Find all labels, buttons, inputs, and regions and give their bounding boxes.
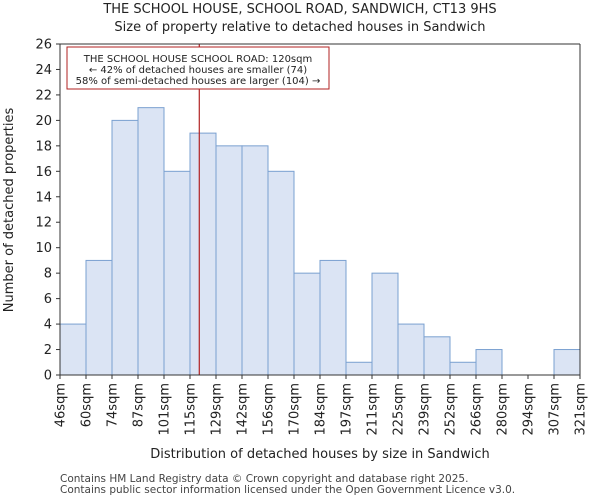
footer-copyright: Contains HM Land Registry data © Crown c… (60, 473, 469, 485)
x-tick-label: 307sqm (548, 383, 563, 436)
x-tick-label: 156sqm (262, 383, 277, 436)
bars-group (59, 107, 581, 376)
y-axis-label: Number of detached properties (2, 108, 17, 313)
chart-title: THE SCHOOL HOUSE, SCHOOL ROAD, SANDWICH,… (103, 2, 497, 17)
x-tick-label: 74sqm (106, 383, 121, 427)
x-tick-label: 280sqm (496, 383, 511, 436)
bar-197sqm (345, 361, 373, 376)
chart-subtitle: Size of property relative to detached ho… (114, 20, 486, 35)
bar-156sqm (267, 170, 295, 376)
x-tick-label: 87sqm (132, 383, 147, 427)
bar-142sqm (241, 145, 269, 376)
annotation-line-2: ← 42% of detached houses are smaller (74… (89, 65, 307, 76)
y-tick-label: 24 (35, 63, 52, 78)
bar-252sqm (449, 361, 477, 376)
x-axis-label: Distribution of detached houses by size … (150, 447, 490, 462)
bar-87sqm (137, 107, 165, 376)
annotation-line-3: 58% of semi-detached houses are larger (… (76, 76, 321, 87)
annotation-line-1: THE SCHOOL HOUSE SCHOOL ROAD: 120sqm (83, 54, 312, 65)
x-tick-label: 211sqm (366, 383, 381, 436)
x-tick-label: 239sqm (418, 383, 433, 436)
x-tick-label: 129sqm (210, 383, 225, 436)
bar-170sqm (293, 272, 321, 376)
bar-115sqm (189, 132, 217, 376)
bar-101sqm (163, 170, 191, 376)
footer-licence: Contains public sector information licen… (60, 484, 516, 496)
x-tick-label: 142sqm (236, 383, 251, 436)
y-tick-label: 10 (35, 241, 52, 256)
bar-307sqm (553, 349, 581, 376)
x-tick-label: 266sqm (470, 383, 485, 436)
x-tick-label: 294sqm (522, 383, 537, 436)
bar-74sqm (111, 119, 139, 376)
bar-266sqm (475, 349, 503, 376)
x-ticks-group: 46sqm 60sqm 74sqm 87sqm 101sqm 115sqm 129sqm 14… (54, 375, 589, 436)
bar-211sqm (371, 272, 399, 376)
x-tick-label: 170sqm (288, 383, 303, 436)
x-tick-label: 101sqm (158, 383, 173, 436)
bar-129sqm (215, 145, 243, 376)
y-tick-label: 20 (35, 114, 52, 129)
y-tick-label: 26 (35, 38, 52, 53)
bar-184sqm (319, 259, 347, 376)
x-tick-label: 46sqm (54, 383, 69, 427)
y-tick-label: 12 (35, 216, 52, 231)
x-tick-label: 184sqm (314, 383, 329, 436)
y-tick-label: 14 (35, 190, 52, 205)
x-tick-label: 225sqm (392, 383, 407, 436)
y-tick-label: 22 (35, 88, 52, 103)
y-tick-label: 18 (35, 139, 52, 154)
annotation-box: THE SCHOOL HOUSE SCHOOL ROAD: 120sqm ← 4… (66, 46, 330, 90)
bar-60sqm (85, 259, 113, 376)
y-tick-label: 4 (44, 318, 52, 333)
x-tick-label: 321sqm (574, 383, 589, 436)
bar-239sqm (423, 336, 451, 376)
y-tick-label: 8 (44, 267, 52, 282)
x-tick-label: 252sqm (444, 383, 459, 436)
y-tick-label: 2 (44, 343, 52, 358)
y-tick-label: 0 (44, 369, 52, 384)
x-tick-label: 197sqm (340, 383, 355, 436)
x-tick-label: 60sqm (80, 383, 95, 427)
annotation-frame (66, 46, 330, 90)
y-tick-label: 6 (44, 292, 52, 307)
bar-46sqm (59, 323, 87, 376)
x-tick-label: 115sqm (184, 383, 199, 436)
y-tick-label: 16 (35, 165, 52, 180)
bar-225sqm (397, 323, 425, 376)
